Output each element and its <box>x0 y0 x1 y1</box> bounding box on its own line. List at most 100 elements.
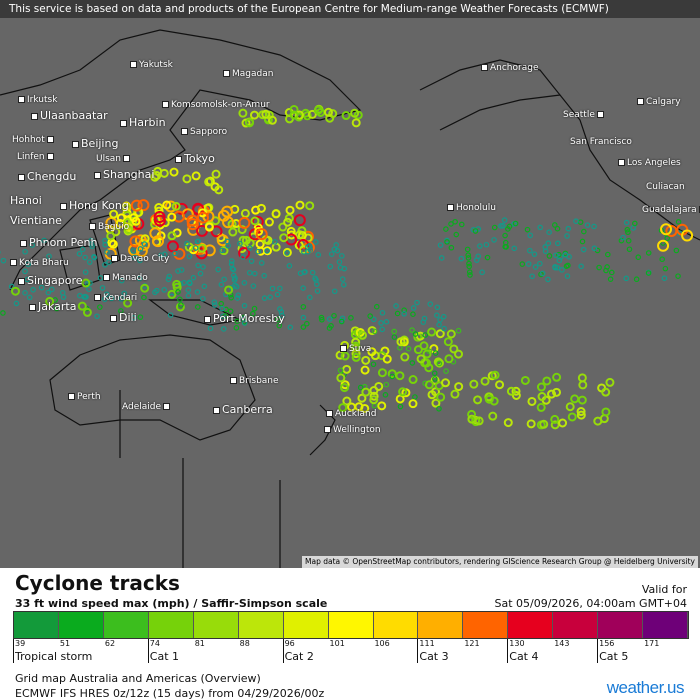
track-point <box>233 283 240 290</box>
track-point <box>108 239 118 249</box>
track-point <box>339 383 349 393</box>
track-point <box>369 391 379 401</box>
track-point <box>149 227 162 240</box>
city-canberra: Canberra <box>211 404 273 416</box>
city-marker-icon <box>31 112 38 120</box>
track-point <box>135 245 148 258</box>
track-point <box>449 344 459 354</box>
track-point <box>25 261 32 268</box>
track-point <box>576 410 586 420</box>
track-point <box>38 284 45 291</box>
track-point <box>222 216 235 229</box>
track-point <box>519 261 526 267</box>
city-name: Los Angeles <box>627 158 681 168</box>
track-point <box>77 301 87 311</box>
track-point <box>76 250 83 257</box>
track-point <box>323 107 333 117</box>
track-point <box>97 275 104 281</box>
track-point <box>241 302 248 309</box>
city-san-francisco: San Francisco <box>570 137 632 147</box>
city-los-angeles: Los Angeles <box>616 158 681 168</box>
city-name: Hong Kong <box>69 199 129 212</box>
track-point <box>536 382 546 392</box>
track-point <box>477 243 483 249</box>
city-linfen: Linfen <box>17 152 56 162</box>
track-point <box>379 326 386 333</box>
track-point <box>250 216 260 226</box>
track-point <box>340 281 347 288</box>
city-suva: Suva <box>338 344 371 354</box>
track-point <box>131 254 138 261</box>
ecmwf-notice-banner: This service is based on data and produc… <box>0 0 700 18</box>
track-point <box>489 396 499 406</box>
city-name: Irkutsk <box>27 95 58 105</box>
track-point <box>295 230 305 240</box>
track-point <box>295 200 305 210</box>
track-point <box>326 316 333 322</box>
color-scale-ticks: 39 51 62 74 81 88 96 101 106 111 121 130 143 156 171 Tr… <box>13 639 689 667</box>
track-point <box>539 270 546 277</box>
track-point <box>24 276 31 283</box>
track-point <box>620 234 626 241</box>
track-point <box>370 361 377 368</box>
track-point <box>241 320 248 326</box>
track-point <box>194 238 201 245</box>
track-point <box>547 389 557 399</box>
city-wellington: Wellington <box>322 425 381 435</box>
track-point <box>681 229 694 242</box>
track-point <box>491 237 497 243</box>
city-marker-icon <box>18 277 25 285</box>
map-attribution[interactable]: Map data © OpenStreetMap contributors, r… <box>302 556 698 568</box>
scale-swatch <box>643 612 689 638</box>
track-point <box>383 381 390 388</box>
track-point <box>274 316 281 323</box>
track-point <box>501 217 508 223</box>
track-point <box>305 248 311 255</box>
city-name: Jakarta <box>38 300 77 313</box>
map[interactable]: This service is based on data and produc… <box>0 0 700 568</box>
track-point <box>434 312 440 318</box>
city-tokyo: Tokyo <box>173 153 215 165</box>
track-point <box>577 373 587 383</box>
track-point <box>261 272 267 279</box>
track-point <box>137 314 144 320</box>
track-point <box>675 273 681 279</box>
track-point <box>200 264 206 270</box>
city-name: Hohhot <box>12 135 45 145</box>
scale-category: Cat 4 <box>509 650 539 663</box>
city-culiacan: Culiacan <box>646 182 685 192</box>
track-point <box>248 258 255 264</box>
scale-swatch <box>508 612 554 638</box>
track-point <box>443 368 449 374</box>
city-name: Kota Bharu <box>19 258 69 268</box>
track-point <box>241 279 248 286</box>
track-point <box>137 199 150 212</box>
track-point <box>331 288 338 295</box>
scale-tick: 101 <box>329 639 345 648</box>
track-point <box>536 402 546 412</box>
coastline-asia <box>0 29 362 291</box>
track-point <box>118 277 125 284</box>
track-point <box>286 262 293 269</box>
track-point <box>271 209 281 219</box>
track-point <box>443 337 453 347</box>
track-point <box>87 280 93 286</box>
track-point <box>341 111 351 121</box>
track-point <box>104 249 110 255</box>
track-point <box>204 177 214 187</box>
city-marker-icon <box>481 64 488 71</box>
city-marker-icon <box>18 96 25 103</box>
track-point <box>662 265 669 272</box>
border-line <box>119 390 281 568</box>
track-point <box>254 226 264 236</box>
city-name: Baguio <box>98 222 130 232</box>
weather-us-logo[interactable]: weather.us <box>606 678 685 697</box>
city-adelaide: Adelaide <box>122 402 172 412</box>
track-point <box>580 246 587 253</box>
track-point <box>440 313 447 320</box>
track-point <box>383 319 390 325</box>
city-davao-city: Davao City <box>109 254 169 264</box>
track-point <box>276 322 283 329</box>
track-point <box>211 302 218 308</box>
track-point <box>278 309 285 315</box>
